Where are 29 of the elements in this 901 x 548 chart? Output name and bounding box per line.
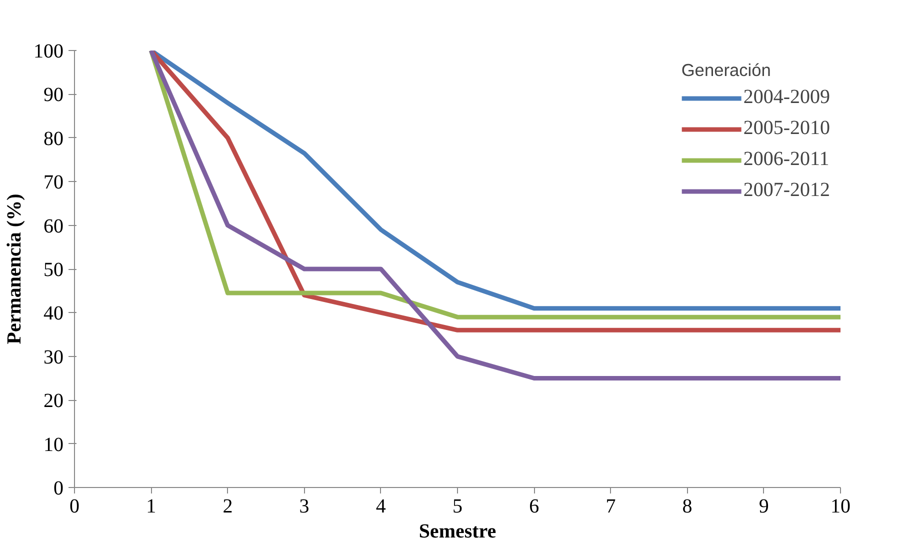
y-axis-title: Permanencia (%) — [4, 194, 26, 344]
x-tick-label: 2 — [222, 496, 233, 518]
y-tick-label: 100 — [34, 40, 64, 62]
x-tick-label: 6 — [529, 496, 540, 518]
y-tick-label: 20 — [44, 390, 64, 412]
x-tick-label: 4 — [376, 496, 386, 518]
y-tick-label: 80 — [44, 128, 64, 150]
x-tick-label: 7 — [606, 496, 616, 518]
y-tick-label: 0 — [54, 478, 64, 500]
legend-label: 2005-2010 — [743, 117, 830, 140]
x-tick-label: 0 — [70, 496, 80, 518]
legend-title: Generación — [681, 60, 772, 81]
x-axis-title: Semestre — [418, 520, 496, 542]
x-tick-label: 5 — [452, 496, 462, 518]
x-tick-label: 9 — [758, 496, 769, 518]
y-tick-label: 10 — [44, 434, 64, 456]
x-tick-label: 1 — [146, 496, 156, 518]
y-tick-label: 50 — [44, 259, 64, 281]
x-tick-label: 10 — [830, 496, 850, 518]
y-tick-label: 60 — [44, 215, 64, 238]
legend-label: 2004-2009 — [743, 86, 830, 109]
y-tick-label: 90 — [44, 84, 64, 106]
x-tick-label: 3 — [299, 496, 310, 518]
y-tick-label: 70 — [44, 172, 64, 194]
y-tick-label: 40 — [44, 302, 64, 325]
legend-label: 2007-2012 — [743, 179, 830, 202]
y-tick-label: 30 — [44, 346, 64, 368]
legend-label: 2006-2011 — [743, 148, 830, 171]
x-tick-label: 8 — [682, 496, 692, 518]
